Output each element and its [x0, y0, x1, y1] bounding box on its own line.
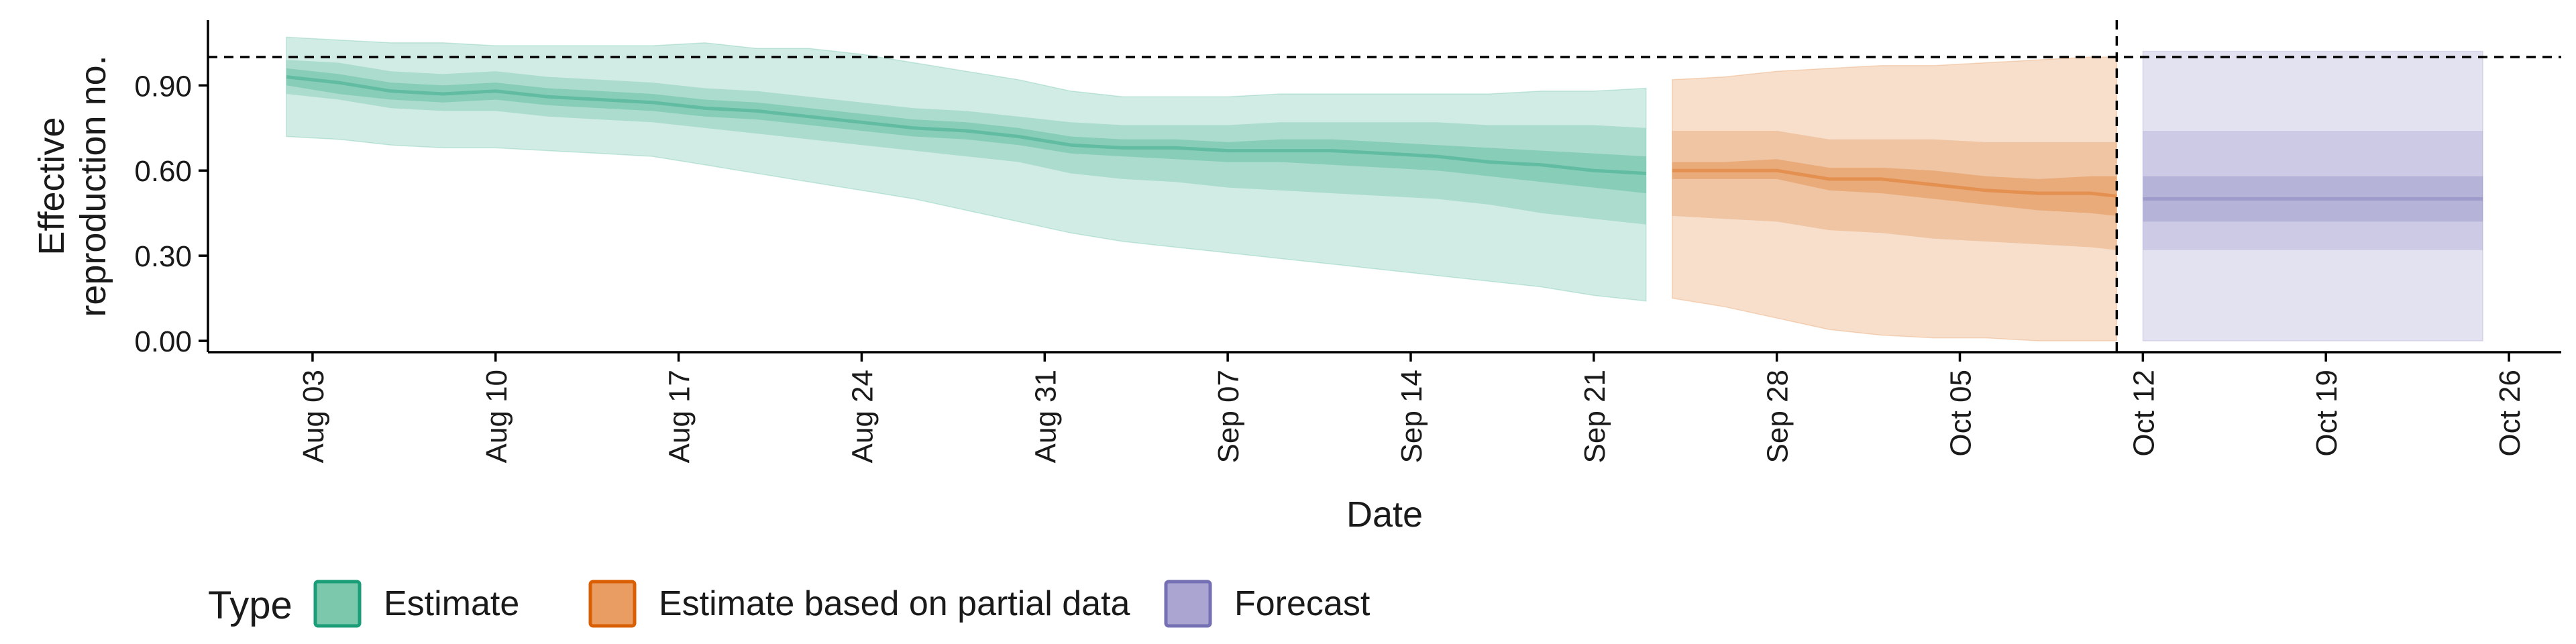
legend: Type Estimate Estimate based on partial d…	[208, 580, 1371, 628]
legend-key-estimate	[313, 580, 362, 628]
estimate-based-on-partial-data-band-90	[1672, 131, 2117, 250]
y-axis-title-line: Effective	[32, 117, 72, 255]
forecast-band-50	[2143, 176, 2483, 222]
y-tick-label: 0.60	[134, 155, 192, 188]
x-axis-title: Date	[1346, 494, 1423, 535]
legend-key-estimate-based-on-partial-data	[588, 580, 637, 628]
legend-label: Estimate based on partial data	[659, 584, 1130, 623]
uncertainty-bands	[286, 36, 2483, 341]
x-tick-label: Aug 17	[663, 370, 696, 463]
y-axis-title-line: reproduction no.	[73, 55, 113, 317]
estimate-based-on-partial-data-band-outer	[1672, 56, 2118, 341]
legend-key-forecast	[1164, 580, 1212, 628]
median-lines	[286, 75, 2483, 201]
legend-label: Estimate	[384, 584, 519, 623]
y-tick-label: 0.30	[134, 240, 192, 273]
legend-label: Forecast	[1234, 584, 1371, 623]
x-tick-label: Sep 14	[1395, 370, 1428, 463]
estimate-based-on-partial-data-median-line	[1672, 168, 2117, 198]
y-tick-label: 0.00	[134, 325, 192, 358]
x-tick-label: Oct 19	[2310, 370, 2343, 457]
forecast-band-90	[2143, 131, 2483, 250]
axes: 0.00 0.30 0.60 0.90 Aug 03 Aug 10 Aug 17 Aug 24…	[134, 20, 2561, 463]
estimate-band-90	[286, 60, 1646, 225]
x-tick-label: Oct 26	[2493, 370, 2526, 457]
x-tick-label: Oct 12	[2127, 370, 2160, 457]
forecast-band-outer	[2142, 50, 2483, 341]
x-tick-label: Aug 03	[297, 370, 330, 463]
x-tick-label: Sep 28	[1762, 370, 1794, 463]
estimate-based-on-partial-data-band-50	[1672, 159, 2117, 216]
legend-title: Type	[208, 584, 292, 627]
estimate-band-50	[286, 68, 1646, 194]
y-tick-label: 0.90	[134, 70, 192, 103]
y-axis-title: Effectivereproduction no.	[32, 55, 113, 317]
estimate-band-outer	[286, 36, 1647, 302]
x-tick-label: Sep 21	[1578, 370, 1611, 463]
x-tick-label: Sep 07	[1212, 370, 1245, 463]
x-tick-label: Aug 10	[480, 370, 513, 463]
x-tick-label: Oct 05	[1945, 370, 1978, 457]
x-tick-label: Aug 24	[846, 370, 879, 463]
x-tick-label: Aug 31	[1029, 370, 1062, 463]
estimate-median-line	[286, 75, 1646, 175]
